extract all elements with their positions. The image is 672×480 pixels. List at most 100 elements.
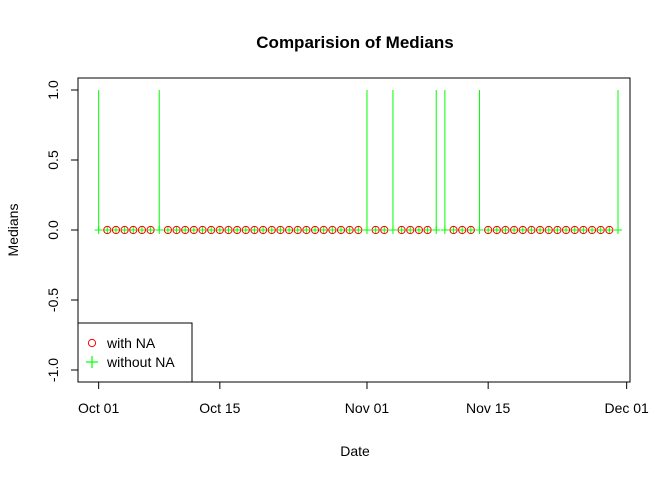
with-na-point bbox=[449, 225, 458, 235]
y-axis-label: Medians bbox=[5, 204, 21, 257]
with-na-point bbox=[570, 225, 579, 235]
without-na-point bbox=[397, 226, 406, 234]
without-na-point bbox=[181, 226, 190, 234]
y-tick-label: 1.0 bbox=[45, 80, 61, 100]
with-na-point bbox=[181, 225, 190, 235]
with-na-point bbox=[527, 225, 536, 235]
without-na-point bbox=[440, 226, 449, 234]
without-na-point bbox=[259, 226, 268, 234]
without-na-point bbox=[241, 226, 250, 234]
without-na-point bbox=[596, 226, 605, 234]
with-na-point bbox=[397, 225, 406, 235]
with-na-point bbox=[215, 225, 224, 235]
x-tick-label: Dec 01 bbox=[604, 400, 649, 416]
with-na-point bbox=[328, 225, 337, 235]
with-na-point bbox=[510, 225, 519, 235]
with-na-point bbox=[224, 225, 233, 235]
without-na-point bbox=[570, 226, 579, 234]
with-na-point bbox=[596, 225, 605, 235]
without-na-point bbox=[120, 226, 129, 234]
without-na-point bbox=[544, 226, 553, 234]
with-na-point bbox=[518, 225, 527, 235]
y-tick-label: 0.5 bbox=[45, 150, 61, 170]
without-na-point bbox=[345, 226, 354, 234]
without-na-point bbox=[189, 226, 198, 234]
without-na-point bbox=[172, 226, 181, 234]
with-na-point bbox=[233, 225, 242, 235]
without-na-point bbox=[207, 226, 216, 234]
without-na-point bbox=[380, 226, 389, 234]
with-na-point bbox=[137, 225, 147, 235]
without-na-point bbox=[527, 226, 536, 234]
without-na-point bbox=[103, 226, 112, 234]
without-na-point bbox=[250, 226, 259, 234]
without-na-point bbox=[129, 226, 138, 234]
with-na-point bbox=[605, 225, 614, 235]
without-na-point bbox=[137, 226, 146, 234]
without-na-point bbox=[362, 226, 371, 234]
with-na-point bbox=[406, 225, 415, 235]
with-na-point bbox=[466, 225, 475, 235]
with-na-point bbox=[423, 225, 432, 235]
without-na-point bbox=[501, 226, 510, 234]
without-na-point bbox=[432, 226, 441, 234]
y-tick-label: -0.5 bbox=[45, 288, 61, 312]
with-na-point bbox=[587, 225, 597, 235]
with-na-point bbox=[189, 225, 198, 235]
without-na-point bbox=[562, 226, 571, 234]
with-na-point bbox=[492, 225, 501, 235]
x-axis-label: Date bbox=[340, 443, 370, 459]
with-na-point bbox=[276, 225, 285, 235]
without-na-point bbox=[328, 226, 337, 234]
without-na-point bbox=[215, 226, 224, 234]
x-tick-label: Oct 01 bbox=[78, 400, 119, 416]
without-na-point bbox=[94, 226, 103, 234]
legend-without-na-label: without NA bbox=[106, 354, 175, 370]
with-na-point bbox=[579, 225, 588, 235]
with-na-point bbox=[561, 225, 571, 235]
without-na-point bbox=[371, 226, 380, 234]
without-na-point bbox=[406, 226, 415, 234]
with-na-point bbox=[163, 225, 173, 235]
without-na-point bbox=[492, 226, 501, 234]
without-na-point bbox=[388, 226, 397, 234]
without-na-point bbox=[276, 226, 285, 234]
without-na-point bbox=[163, 226, 172, 234]
without-na-point bbox=[553, 226, 562, 234]
without-na-point bbox=[302, 226, 311, 234]
without-na-point bbox=[285, 226, 294, 234]
with-na-point bbox=[354, 225, 363, 235]
with-na-point bbox=[336, 225, 346, 235]
x-tick-label: Nov 15 bbox=[466, 400, 511, 416]
with-na-point bbox=[319, 225, 328, 235]
with-na-point bbox=[259, 225, 268, 235]
with-na-point bbox=[380, 225, 389, 235]
without-na-point bbox=[484, 226, 493, 234]
chart-title: Comparision of Medians bbox=[256, 33, 453, 52]
with-na-point bbox=[103, 225, 112, 235]
with-na-point bbox=[207, 225, 216, 235]
with-na-point bbox=[544, 225, 553, 235]
without-na-point bbox=[466, 226, 475, 234]
without-na-point bbox=[155, 226, 164, 234]
legend-box bbox=[77, 322, 193, 383]
without-na-point bbox=[267, 226, 276, 234]
without-na-point bbox=[293, 226, 302, 234]
with-na-point bbox=[293, 225, 302, 235]
with-na-point bbox=[501, 225, 510, 235]
without-na-point bbox=[319, 226, 328, 234]
with-na-point bbox=[371, 225, 380, 235]
with-na-point bbox=[241, 225, 250, 235]
without-na-point bbox=[475, 226, 484, 234]
plot-area: -1.0 -0.5 0.0 0.5 1.0 Oct 01 Oct 15 Nov 01 Nov 1… bbox=[45, 77, 649, 416]
with-na-point bbox=[198, 225, 207, 235]
without-na-point bbox=[510, 226, 519, 234]
with-na-point bbox=[111, 225, 121, 235]
with-na-point bbox=[484, 225, 493, 235]
with-na-point bbox=[458, 225, 467, 235]
without-na-point bbox=[536, 226, 545, 234]
without-na-point bbox=[579, 226, 588, 234]
without-na-point bbox=[518, 226, 527, 234]
without-na-point bbox=[614, 226, 622, 234]
